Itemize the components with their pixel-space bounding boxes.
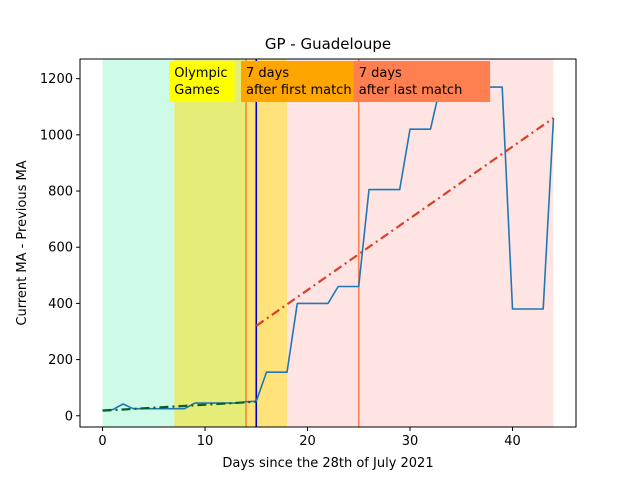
- annotation-text-2-0: 7 days: [359, 66, 402, 81]
- annotation-text-0-0: Olympic: [174, 66, 227, 81]
- annotation-box-2: [353, 61, 491, 102]
- reference-lines: [245, 59, 360, 427]
- x-tick-label-40: 40: [504, 434, 521, 449]
- chart-title: GP - Guadeloupe: [265, 35, 391, 53]
- annotation-box-0: [169, 61, 235, 102]
- y-tick-label-1200: 1200: [40, 72, 73, 87]
- y-tick-label-200: 200: [48, 353, 73, 368]
- annotation-2: 7 days after last match: [353, 61, 491, 102]
- annotation-text-1-1: after first match: [246, 83, 352, 98]
- x-axis-label: Days since the 28th of July 2021: [222, 456, 433, 471]
- annotation-text-0-1: Games: [174, 83, 220, 98]
- x-axis-ticks: 0 10 20 30 40: [98, 427, 521, 449]
- x-tick-label-30: 30: [402, 434, 419, 449]
- background-bands: [102, 59, 554, 427]
- y-tick-label-1000: 1000: [40, 128, 73, 143]
- trend-line-1: [255, 117, 555, 327]
- y-axis-label: Current MA - Previous MA: [15, 160, 30, 325]
- band-0: [102, 59, 175, 427]
- y-tick-label-600: 600: [48, 241, 73, 256]
- y-tick-label-400: 400: [48, 297, 73, 312]
- band-1: [174, 59, 247, 427]
- annotation-0: Olympic Games: [169, 61, 235, 102]
- x-tick-label-10: 10: [197, 434, 214, 449]
- plot-frame: [79, 58, 577, 428]
- annotation-text-1-0: 7 days: [246, 66, 289, 81]
- annotation-text-2-1: after last match: [359, 83, 463, 98]
- trend-line-0: [102, 400, 257, 412]
- band-3: [287, 59, 554, 427]
- x-tick-label-20: 20: [299, 434, 316, 449]
- y-tick-label-800: 800: [48, 185, 73, 200]
- band-2: [246, 59, 288, 427]
- y-axis-ticks: 0 200 400 600 800 1000 1200: [40, 72, 80, 424]
- y-tick-label-0: 0: [65, 409, 73, 424]
- x-tick-label-0: 0: [98, 434, 106, 449]
- trend-lines: [102, 117, 555, 412]
